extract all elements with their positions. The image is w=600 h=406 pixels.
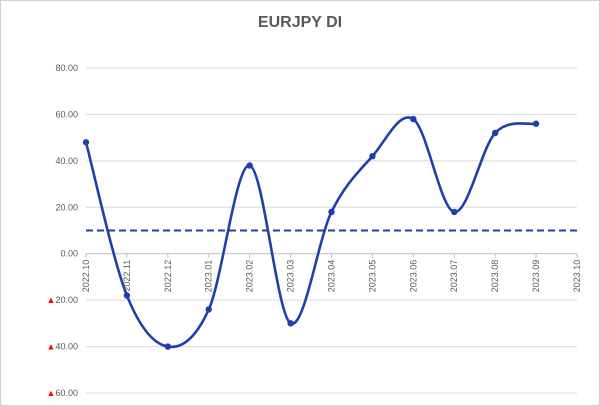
x-tick-label: 2023.06 — [408, 260, 418, 293]
x-tick-label: 2023.01 — [204, 260, 214, 293]
data-point — [491, 129, 499, 137]
x-tick-label: 2023.03 — [286, 260, 296, 293]
y-tick-label: ▲60.00 — [47, 388, 78, 398]
negative-marker-icon: ▲ — [47, 295, 56, 305]
data-point — [532, 120, 540, 127]
x-tick-label: 2023.07 — [449, 260, 459, 293]
x-tick-label: 2023.09 — [531, 260, 541, 293]
x-tick-label: 2023.10 — [572, 260, 582, 293]
y-tick-label: 20.00 — [55, 202, 78, 212]
data-point — [164, 343, 172, 350]
x-tick-label: 2022.10 — [81, 260, 91, 293]
data-point — [410, 115, 417, 123]
y-tick-label: 40.00 — [55, 156, 78, 166]
data-point — [82, 139, 90, 146]
y-axis-ticks: 80.00 60.00 40.00 20.00 0.00 ▲20.00 ▲40.00 ▲60.… — [47, 63, 78, 398]
x-tick-label: 2023.04 — [327, 260, 337, 293]
data-point — [123, 292, 131, 299]
x-tick-label: 2023.05 — [367, 260, 377, 293]
series-group — [82, 115, 540, 350]
negative-marker-icon: ▲ — [47, 342, 56, 352]
x-tick-label: 2022.11 — [122, 260, 132, 292]
data-point — [451, 208, 458, 216]
data-point — [328, 208, 335, 216]
x-tick-label: 2023.02 — [245, 260, 255, 293]
data-point — [246, 162, 253, 169]
y-tick-label: 60.00 — [55, 109, 78, 119]
y-tick-label: 0.00 — [60, 249, 78, 259]
data-point — [205, 306, 212, 313]
x-axis-ticks: 2022.10 2022.11 2022.12 2023.01 2023.02 2023.… — [81, 260, 582, 293]
y-tick-label: ▲20.00 — [47, 295, 78, 305]
x-tick-label: 2023.08 — [490, 260, 500, 293]
data-point — [369, 153, 376, 160]
chart-title: EURJPY DI — [257, 14, 343, 31]
data-point — [287, 320, 294, 327]
series-line — [84, 116, 538, 349]
y-tick-label: 80.00 — [55, 63, 78, 73]
negative-marker-icon: ▲ — [47, 388, 56, 398]
y-tick-label: ▲40.00 — [47, 342, 78, 352]
x-axis-tick-marks — [85, 253, 578, 258]
x-tick-label: 2022.12 — [163, 260, 173, 293]
